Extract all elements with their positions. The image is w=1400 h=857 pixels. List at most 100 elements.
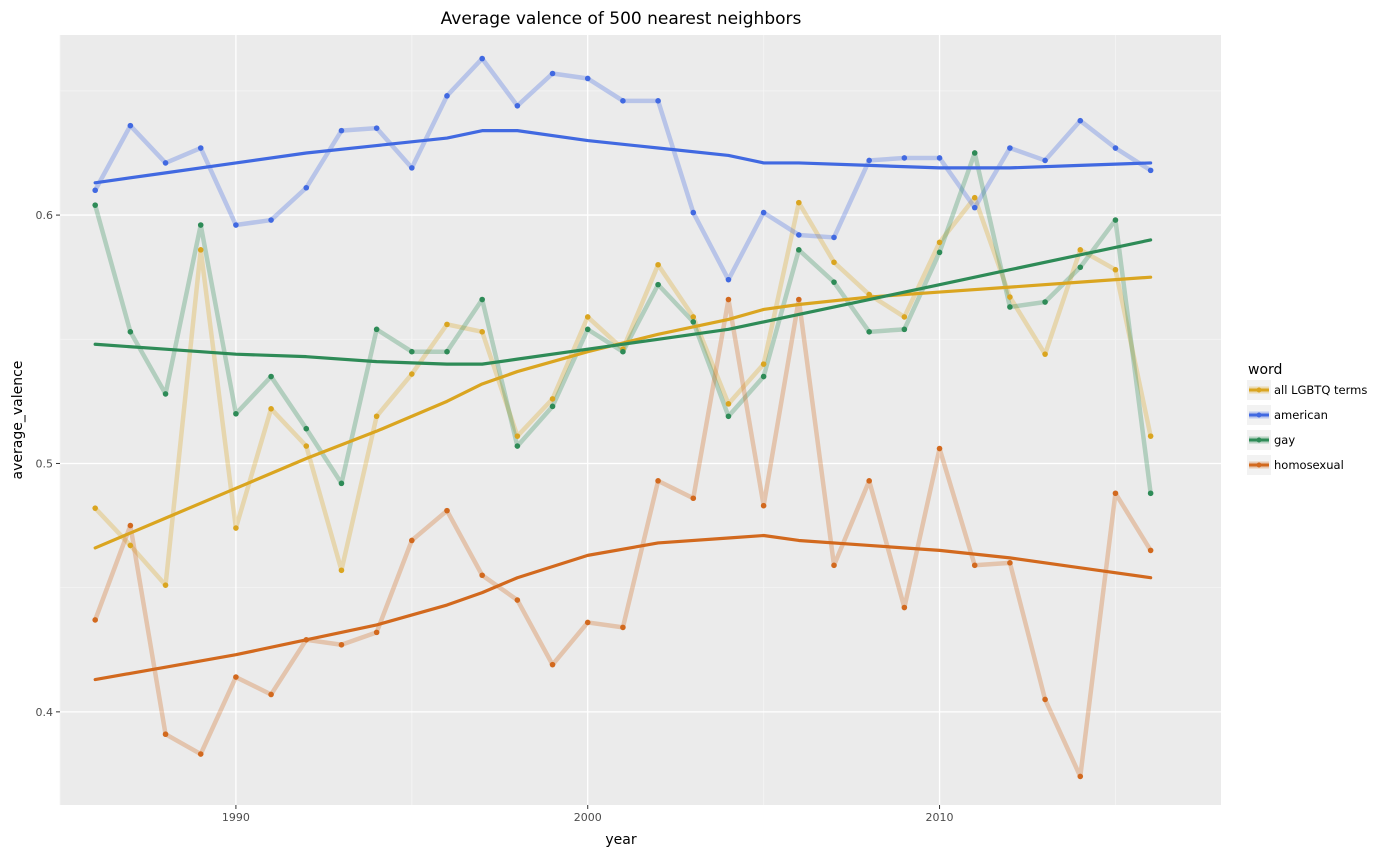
point-american — [127, 122, 134, 129]
point-gay — [1077, 264, 1084, 271]
legend-label-all-lgbtq-terms: all LGBTQ terms — [1274, 383, 1367, 397]
point-homosexual — [620, 624, 626, 631]
data-points — [92, 55, 1154, 780]
point-homosexual — [233, 674, 239, 680]
x-tick-label: 2010 — [926, 811, 954, 824]
point-gay — [725, 413, 732, 420]
point-american — [268, 217, 274, 223]
point-gay — [479, 296, 485, 303]
point-all-lgbtq-terms — [760, 361, 767, 367]
point-homosexual — [268, 691, 274, 698]
point-gay — [303, 425, 310, 432]
point-homosexual — [549, 661, 556, 668]
point-homosexual — [725, 296, 732, 303]
x-tick-label: 2000 — [574, 811, 602, 824]
point-gay — [690, 319, 697, 325]
point-american — [866, 157, 872, 164]
point-all-lgbtq-terms — [831, 259, 837, 266]
legend: word all LGBTQ terms american gay homosexua… — [1247, 362, 1367, 475]
point-all-lgbtq-terms — [268, 406, 274, 412]
point-american — [373, 125, 380, 131]
legend-label-american: american — [1274, 408, 1328, 422]
legend-key-point — [1256, 387, 1262, 393]
point-american — [690, 209, 697, 216]
y-axis-title: average_valence — [10, 361, 26, 480]
point-gay — [197, 222, 204, 228]
point-gay — [1147, 490, 1154, 497]
point-american — [584, 75, 591, 82]
point-american — [162, 160, 169, 166]
point-homosexual — [1007, 560, 1013, 566]
point-homosexual — [92, 617, 98, 623]
smooth-line-homosexual — [93, 533, 1153, 682]
point-gay — [514, 443, 521, 449]
point-all-lgbtq-terms — [338, 567, 345, 574]
point-all-lgbtq-terms — [127, 542, 134, 549]
legend-key-point — [1256, 412, 1262, 418]
point-all-lgbtq-terms — [303, 443, 310, 449]
point-gay — [373, 326, 380, 333]
point-gay — [233, 410, 239, 417]
point-homosexual — [971, 562, 978, 569]
point-american — [1077, 117, 1084, 124]
point-all-lgbtq-terms — [197, 247, 204, 253]
legend-label-gay: gay — [1274, 433, 1295, 447]
point-all-lgbtq-terms — [655, 261, 661, 268]
y-axis-ticks: 0.4 0.5 0.6 — [36, 209, 60, 719]
point-gay — [409, 348, 415, 355]
point-american — [444, 93, 450, 99]
x-tick-label: 1990 — [222, 811, 250, 824]
point-american — [620, 98, 626, 104]
point-homosexual — [1077, 773, 1084, 780]
point-gay — [620, 348, 626, 355]
point-homosexual — [373, 629, 380, 636]
point-all-lgbtq-terms — [1112, 266, 1119, 273]
point-all-lgbtq-terms — [584, 314, 591, 320]
point-homosexual — [831, 562, 837, 569]
point-all-lgbtq-terms — [1147, 433, 1154, 439]
point-gay — [1042, 299, 1048, 305]
point-homosexual — [409, 537, 415, 544]
point-all-lgbtq-terms — [233, 525, 239, 531]
point-all-lgbtq-terms — [971, 194, 978, 201]
point-all-lgbtq-terms — [92, 505, 98, 511]
point-american — [1112, 145, 1119, 151]
point-american — [303, 184, 310, 191]
point-all-lgbtq-terms — [444, 321, 450, 328]
point-all-lgbtq-terms — [1007, 294, 1013, 300]
point-homosexual — [162, 731, 169, 738]
smooth-line-gay — [93, 238, 1153, 366]
point-gay — [1112, 217, 1119, 223]
point-gay — [127, 329, 134, 335]
point-homosexual — [514, 597, 521, 603]
point-american — [197, 145, 204, 151]
grid-major — [60, 35, 1221, 805]
point-gay — [971, 150, 978, 156]
point-american — [338, 127, 345, 134]
point-homosexual — [479, 572, 485, 579]
point-homosexual — [338, 641, 345, 648]
smooth-series-lines — [93, 129, 1153, 682]
point-gay — [655, 281, 661, 288]
point-all-lgbtq-terms — [936, 239, 943, 246]
point-homosexual — [901, 604, 908, 611]
point-homosexual — [760, 502, 767, 509]
point-gay — [760, 373, 767, 380]
point-gay — [584, 326, 591, 333]
point-american — [1007, 145, 1013, 151]
point-american — [1147, 167, 1154, 174]
point-homosexual — [197, 751, 204, 757]
point-american — [760, 209, 767, 216]
point-all-lgbtq-terms — [479, 329, 485, 335]
point-homosexual — [127, 522, 134, 529]
point-american — [971, 204, 978, 211]
point-all-lgbtq-terms — [901, 314, 908, 320]
point-american — [549, 70, 556, 77]
point-all-lgbtq-terms — [1042, 351, 1048, 357]
chart-title: Average valence of 500 nearest neighbors — [441, 9, 802, 29]
point-american — [1042, 157, 1048, 164]
point-all-lgbtq-terms — [549, 396, 556, 402]
point-all-lgbtq-terms — [409, 371, 415, 377]
plot-panel — [60, 35, 1221, 805]
